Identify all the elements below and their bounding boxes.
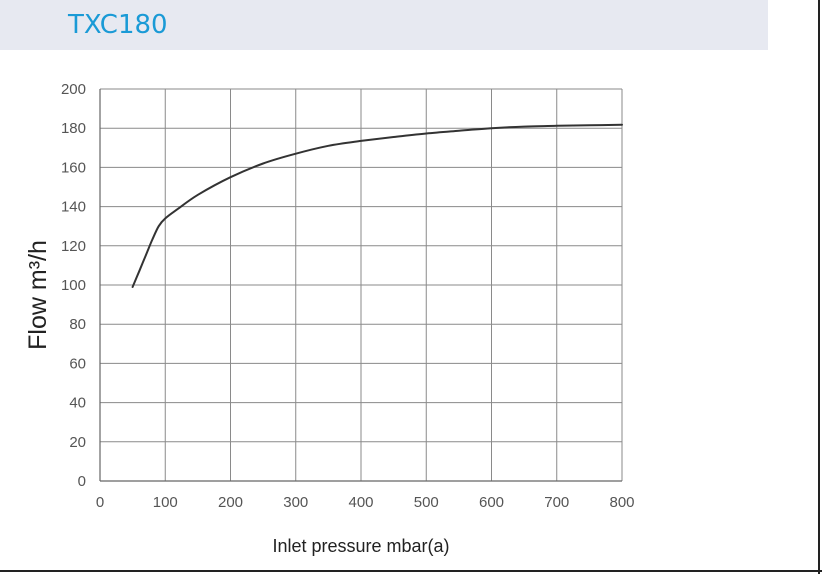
x-axis-title: Inlet pressure mbar(a): [272, 536, 449, 556]
y-tick-label: 20: [69, 434, 86, 451]
x-tick-label: 700: [544, 494, 569, 511]
x-tick-label: 200: [218, 494, 243, 511]
y-tick-label: 0: [78, 473, 86, 490]
page-title: TXC180: [68, 10, 168, 40]
y-tick-label: 200: [61, 81, 86, 98]
y-tick-label: 120: [61, 238, 86, 255]
y-tick-label: 140: [61, 199, 86, 216]
x-tick-label: 100: [153, 494, 178, 511]
title-bar: TXC180: [0, 0, 768, 50]
y-axis-ticks: 0 20 40 60 80 100 120 140 160 180 200: [61, 81, 86, 490]
x-tick-label: 500: [414, 494, 439, 511]
y-tick-label: 160: [61, 159, 86, 176]
frame-right-border: [818, 0, 820, 574]
y-tick-label: 80: [69, 316, 86, 333]
y-tick-label: 100: [61, 277, 86, 294]
y-tick-label: 180: [61, 120, 86, 137]
x-tick-label: 300: [283, 494, 308, 511]
series-line-0: [131, 123, 623, 288]
y-tick-label: 60: [69, 355, 86, 372]
x-tick-label: 800: [609, 494, 634, 511]
frame-bottom-border: [0, 570, 822, 572]
x-tick-label: 400: [348, 494, 373, 511]
x-tick-label: 600: [479, 494, 504, 511]
chart-grid: [99, 88, 623, 482]
x-axis-ticks: 0 100 200 300 400 500 600 700 800: [96, 494, 635, 511]
y-axis-title: Flow m³/h: [24, 240, 52, 350]
y-tick-label: 40: [69, 395, 86, 412]
x-tick-label: 0: [96, 494, 104, 511]
chart-series: [131, 123, 623, 288]
